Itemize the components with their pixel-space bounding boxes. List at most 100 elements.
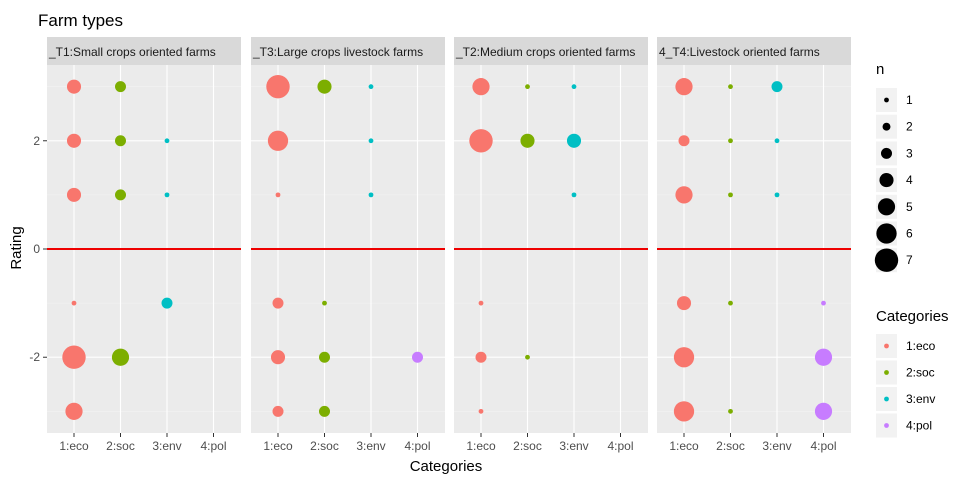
- data-point: [475, 351, 487, 363]
- x-tick-label: 4:pol: [200, 439, 226, 453]
- x-tick-label: 2:soc: [716, 439, 745, 453]
- size-legend-symbol: [877, 198, 896, 216]
- data-point: [66, 187, 82, 202]
- facet-strip: [454, 37, 648, 65]
- data-point: [266, 74, 290, 99]
- data-point: [728, 138, 733, 144]
- size-legend-symbol: [881, 147, 892, 159]
- data-point: [71, 300, 77, 306]
- data-point: [675, 186, 693, 204]
- x-tick-label: 3:env: [559, 439, 588, 453]
- facet-strip-label: _T3:Large crops livestock farms: [252, 45, 423, 59]
- facet-panels: _T1:Small crops oriented farms 1:eco 2:soc…: [47, 37, 851, 453]
- data-point: [62, 345, 86, 369]
- data-point: [525, 354, 530, 360]
- color-legend-label: 3:env: [906, 392, 935, 406]
- color-legend-title: Categories: [876, 308, 949, 325]
- size-legend-symbol: [879, 173, 894, 188]
- data-point: [673, 401, 695, 422]
- x-axis-title: Categories: [410, 458, 483, 475]
- size-legend-label: 3: [906, 146, 913, 160]
- data-point: [478, 300, 484, 306]
- data-point: [774, 192, 780, 198]
- facet-panel: _T1:Small crops oriented farms 1:eco 2:soc…: [47, 37, 241, 453]
- size-legend-label: 1: [906, 93, 913, 107]
- data-point: [814, 348, 833, 366]
- x-tick-label: 4:pol: [810, 439, 836, 453]
- facet-strip-label: 4_T4:Livestock oriented farms: [659, 45, 820, 59]
- data-point: [161, 297, 173, 309]
- data-point: [322, 300, 327, 306]
- color-legend-symbol: [884, 370, 889, 375]
- data-point: [520, 133, 535, 148]
- size-legend-label: 2: [906, 120, 913, 134]
- facet-panel: 4_T4:Livestock oriented farms 1:eco 2:soc 3…: [657, 37, 851, 453]
- y-tick-label: 2: [33, 134, 40, 148]
- data-point: [319, 351, 330, 363]
- data-point: [728, 192, 733, 198]
- data-point: [771, 81, 783, 93]
- data-point: [774, 138, 780, 144]
- data-point: [267, 130, 289, 151]
- x-tick-label: 4:pol: [607, 439, 633, 453]
- x-tick-label: 1:eco: [466, 439, 496, 453]
- data-point: [412, 351, 423, 363]
- data-point: [673, 347, 695, 368]
- size-legend-symbol: [874, 248, 899, 272]
- data-point: [472, 78, 490, 96]
- data-point: [164, 192, 170, 198]
- data-point: [571, 192, 577, 198]
- data-point: [115, 135, 126, 147]
- y-tick-label: -2: [29, 350, 40, 364]
- x-tick-label: 3:env: [762, 439, 791, 453]
- y-axis: -2 0 2: [29, 134, 47, 364]
- data-point: [111, 348, 130, 366]
- color-legend-label: 1:eco: [906, 339, 936, 353]
- data-point: [317, 79, 332, 94]
- data-point: [66, 133, 82, 148]
- x-tick-label: 1:eco: [669, 439, 699, 453]
- x-tick-label: 2:soc: [513, 439, 542, 453]
- color-legend: Categories 1:eco 2:soc 3:env 4:pol: [876, 308, 949, 438]
- data-point: [728, 408, 733, 414]
- x-tick-label: 3:env: [152, 439, 181, 453]
- data-point: [65, 402, 83, 420]
- size-legend-label: 5: [906, 200, 913, 214]
- data-point: [728, 84, 733, 90]
- facet-strip-label: _T1:Small crops oriented farms: [48, 45, 216, 59]
- color-legend-symbol: [884, 396, 889, 402]
- data-point: [814, 402, 833, 420]
- color-legend-symbol: [884, 423, 889, 428]
- x-tick-label: 4:pol: [404, 439, 430, 453]
- color-legend-label: 4:pol: [906, 419, 932, 433]
- data-point: [566, 133, 582, 148]
- data-point: [115, 81, 126, 93]
- y-axis-title: Rating: [8, 226, 25, 269]
- size-legend-label: 7: [906, 253, 913, 267]
- color-legend-label: 2:soc: [906, 366, 935, 380]
- y-tick-label: 0: [33, 242, 40, 256]
- x-tick-label: 2:soc: [310, 439, 339, 453]
- size-legend-label: 6: [906, 227, 913, 241]
- size-legend: n 1 2 3 4 5 6 7: [874, 61, 913, 273]
- data-point: [678, 135, 690, 147]
- chart-title: Farm types: [38, 11, 123, 30]
- size-legend-symbol: [882, 122, 891, 131]
- size-legend-label: 4: [906, 173, 913, 187]
- data-point: [368, 192, 374, 198]
- color-legend-symbol: [884, 343, 889, 349]
- data-point: [368, 138, 374, 144]
- data-point: [525, 84, 530, 90]
- data-point: [571, 84, 577, 90]
- facet-panel: _T2:Medium crops oriented farms 1:eco 2:so…: [454, 37, 648, 453]
- data-point: [368, 84, 374, 90]
- data-point: [270, 350, 286, 365]
- data-point: [164, 138, 170, 144]
- data-point: [676, 296, 692, 311]
- x-tick-label: 1:eco: [59, 439, 89, 453]
- size-legend-title: n: [876, 61, 884, 78]
- x-tick-label: 2:soc: [106, 439, 135, 453]
- facet-panel: _T3:Large crops livestock farms 1:eco 2:so…: [251, 37, 445, 453]
- data-point: [675, 78, 693, 96]
